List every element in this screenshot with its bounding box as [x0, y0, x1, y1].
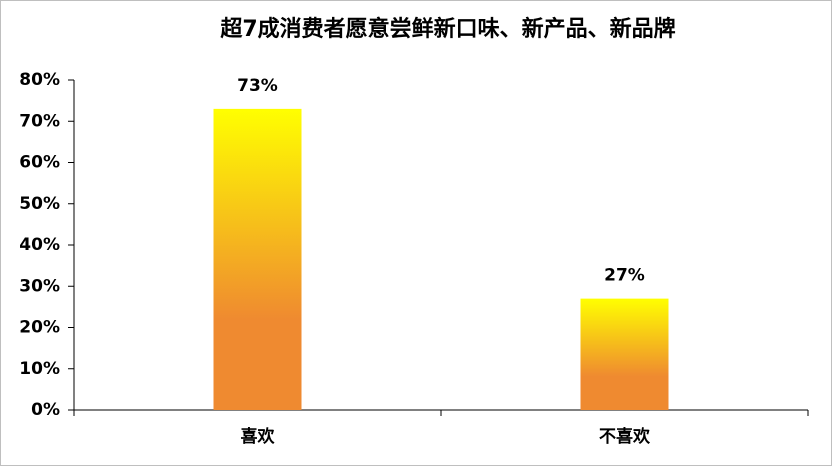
chart-title: 超7成消费者愿意尝鲜新口味、新产品、新品牌: [220, 16, 675, 42]
y-tick-label: 40%: [19, 235, 60, 255]
y-tick-label: 60%: [19, 153, 60, 173]
data-label: 27%: [604, 266, 645, 286]
bar: [580, 298, 669, 410]
y-tick-label: 30%: [19, 276, 60, 296]
y-tick-label: 20%: [19, 318, 60, 338]
y-tick-label: 10%: [19, 359, 60, 379]
x-tick-label: 喜欢: [241, 426, 276, 447]
y-tick-label: 80%: [19, 70, 60, 90]
y-tick-label: 70%: [19, 111, 60, 131]
y-tick-label: 0%: [31, 400, 60, 420]
bar: [213, 108, 302, 410]
data-label: 73%: [237, 76, 278, 96]
x-tick-label: 不喜欢: [599, 426, 651, 447]
y-tick-label: 50%: [19, 194, 60, 214]
